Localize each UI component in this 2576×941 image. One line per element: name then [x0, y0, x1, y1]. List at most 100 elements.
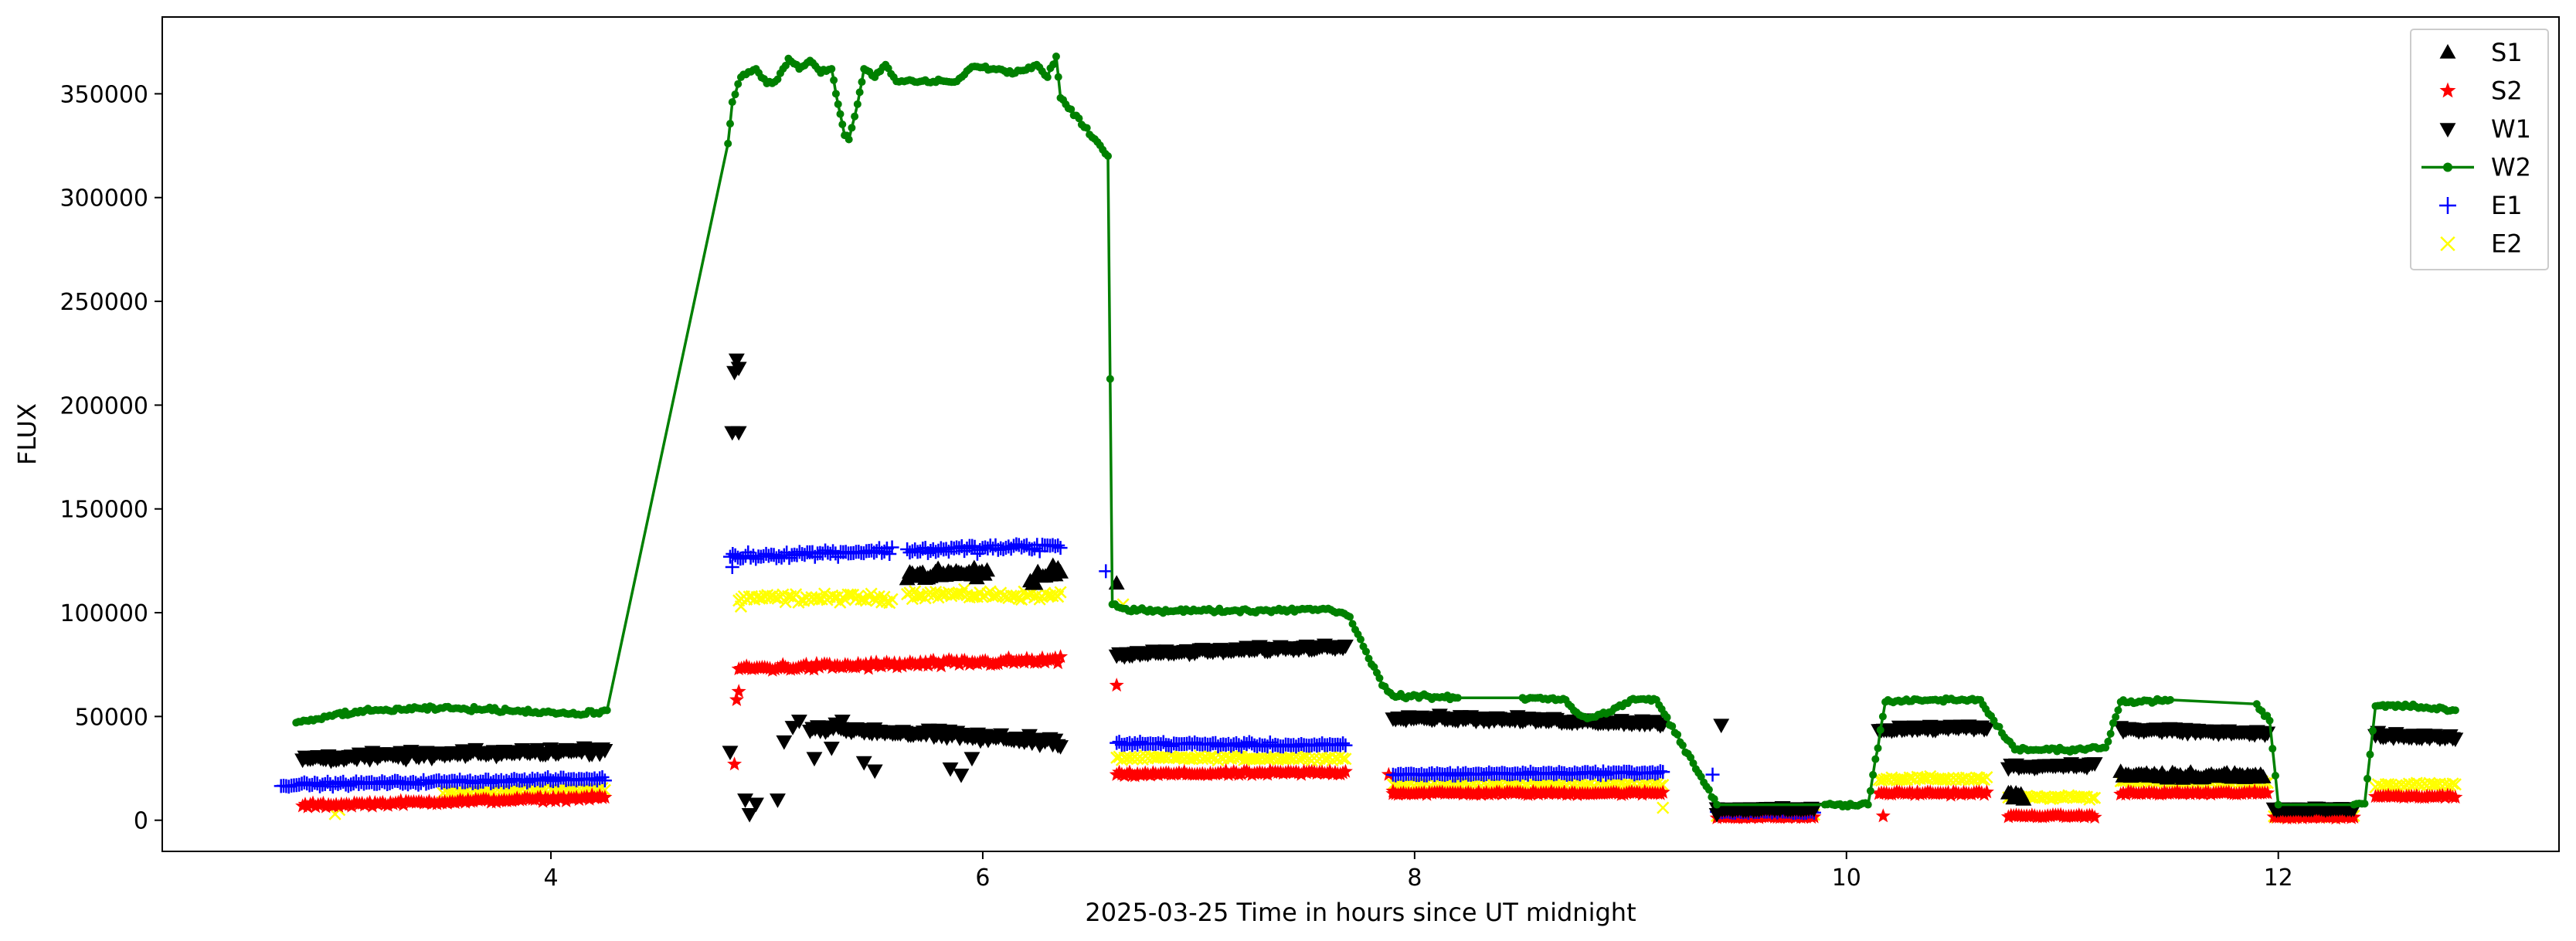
e2-point [1980, 770, 1993, 784]
s2-point [1048, 650, 1063, 664]
s2-point [731, 684, 746, 698]
w2-point [2112, 713, 2120, 722]
w1-point [728, 353, 745, 369]
legend-entry-w2: W2 [2421, 153, 2531, 182]
e2-point [966, 589, 979, 603]
w1-point [722, 746, 739, 761]
s2-point [918, 654, 933, 668]
e1-point [882, 546, 897, 561]
w2-point [773, 75, 782, 83]
legend-marker [2439, 197, 2456, 214]
s2-point [1337, 763, 1353, 778]
s2-point [1385, 783, 1401, 798]
w2-point [1043, 73, 1052, 81]
s2-point [1112, 764, 1127, 779]
e2-point [2379, 778, 2392, 791]
w2-point [1361, 647, 1370, 656]
w2-point [1668, 722, 1677, 731]
w1-point [1708, 807, 1725, 823]
e2-point [1415, 777, 1428, 791]
w2-point [1713, 800, 1721, 809]
e1-point [1336, 736, 1351, 751]
w2-point [2271, 772, 2279, 780]
w2-point [2102, 743, 2110, 752]
w2-point [724, 139, 732, 148]
y-tick-label: 0 [134, 808, 148, 835]
w1-point [2447, 732, 2464, 748]
y-tick-label: 300000 [59, 185, 148, 212]
s2-point [2087, 810, 2102, 824]
s2-point [957, 652, 972, 667]
w2-point [781, 61, 790, 70]
w2-point [853, 100, 861, 108]
w1-point [1337, 639, 1354, 654]
w2-point [2114, 706, 2122, 715]
w2-point [845, 135, 853, 144]
w2-point [855, 88, 864, 97]
s1-point [2255, 769, 2272, 783]
w2-point [1106, 375, 1114, 383]
y-tick-label: 150000 [59, 497, 148, 524]
s2-point [1416, 785, 1432, 800]
s2-point [1557, 784, 1572, 799]
w2-point [1871, 755, 1880, 763]
legend-marker [2440, 236, 2455, 252]
e2-point [841, 588, 855, 601]
w2-point [2109, 718, 2117, 727]
w2-point [734, 80, 743, 88]
s2-point [1035, 650, 1050, 664]
s2-point [1109, 678, 1124, 692]
w2-point [2268, 745, 2277, 753]
w2-point [2265, 716, 2274, 725]
y-tick-label: 200000 [59, 392, 148, 420]
s2-point [1050, 655, 1065, 670]
e2-point [1054, 586, 1067, 599]
legend-marker [2443, 162, 2452, 172]
e1-point [1053, 541, 1068, 555]
w2-point [851, 112, 859, 121]
e2-point [1963, 773, 1976, 786]
s2-point [1218, 763, 1234, 777]
e2-point [2387, 780, 2400, 793]
w1-point [737, 793, 753, 808]
legend-box [2410, 29, 2549, 270]
e2-point [2088, 791, 2102, 804]
s2-point [799, 656, 814, 671]
w2-point [1710, 795, 1718, 803]
s2-point [804, 659, 819, 674]
w1-point [596, 744, 613, 759]
w2-point [1375, 674, 1384, 682]
w1-point [730, 426, 747, 441]
s2-point [1053, 649, 1069, 664]
series-e1 [274, 537, 1821, 820]
w2-point [1049, 60, 1058, 69]
data-marks [274, 53, 2464, 825]
s2-point [926, 652, 941, 667]
w2-point [2360, 800, 2369, 808]
w2-point [1689, 759, 1698, 767]
w2-point [731, 90, 739, 99]
legend-entry-e2: E2 [2440, 229, 2523, 259]
w2-point [726, 120, 734, 128]
w2-point [2106, 729, 2115, 738]
e2-point [1196, 752, 1209, 766]
legend-entry-s2: S2 [2439, 76, 2523, 106]
w1-point [953, 768, 970, 783]
e2-point [1895, 773, 1908, 786]
y-tick-label: 350000 [59, 81, 148, 108]
s2-point [2448, 790, 2463, 804]
w2-point [1054, 73, 1062, 81]
legend-marker [2439, 82, 2456, 98]
legend-label: W1 [2491, 114, 2531, 144]
e2-point [1657, 801, 1670, 814]
e1-point [1051, 538, 1065, 553]
w2-point [848, 124, 856, 132]
e2-point [2408, 777, 2421, 791]
x-tick-label: 10 [1832, 865, 1861, 892]
w2-point [1075, 114, 1083, 123]
w1-point [942, 762, 959, 777]
w1-point [730, 362, 747, 377]
s2-point [1122, 764, 1137, 779]
e2-point [2446, 777, 2459, 790]
w1-point [834, 715, 851, 729]
